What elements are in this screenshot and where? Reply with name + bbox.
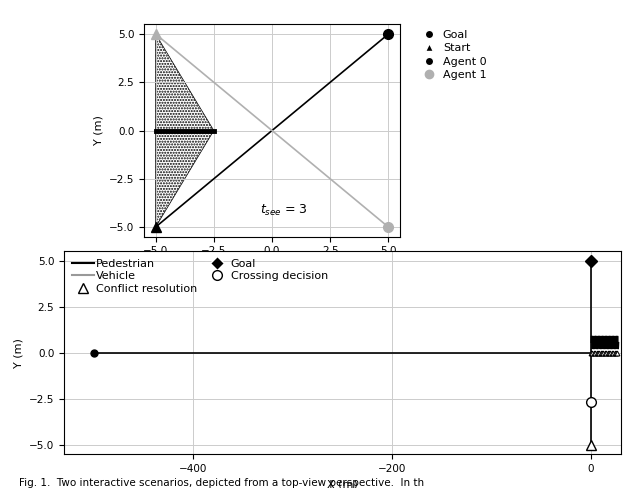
Polygon shape xyxy=(156,34,214,227)
Legend: Goal, Start, Agent 0, Agent 1: Goal, Start, Agent 0, Agent 1 xyxy=(419,30,486,80)
Text: Fig. 1.  Two interactive scenarios, depicted from a top-view perspective.  In th: Fig. 1. Two interactive scenarios, depic… xyxy=(19,478,424,488)
X-axis label: X (m): X (m) xyxy=(327,479,358,488)
Y-axis label: Y (m): Y (m) xyxy=(13,338,23,367)
X-axis label: X (m): X (m) xyxy=(257,262,287,272)
Y-axis label: Y (m): Y (m) xyxy=(93,116,103,145)
Text: $t_{see}$ = 3: $t_{see}$ = 3 xyxy=(260,203,308,218)
Legend: Pedestrian, Vehicle, Conflict resolution, Goal, Crossing decision: Pedestrian, Vehicle, Conflict resolution… xyxy=(70,257,330,296)
